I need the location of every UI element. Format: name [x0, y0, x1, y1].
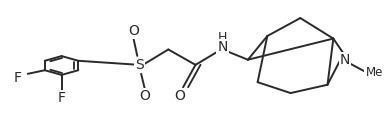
- Text: N: N: [340, 53, 350, 67]
- Text: N: N: [217, 40, 228, 54]
- Text: H: H: [218, 31, 227, 44]
- Text: F: F: [57, 91, 66, 105]
- Text: O: O: [140, 89, 151, 103]
- Text: S: S: [135, 58, 143, 72]
- Text: O: O: [174, 89, 185, 103]
- Text: Me: Me: [366, 66, 383, 79]
- Text: F: F: [14, 71, 22, 85]
- Text: O: O: [128, 24, 139, 38]
